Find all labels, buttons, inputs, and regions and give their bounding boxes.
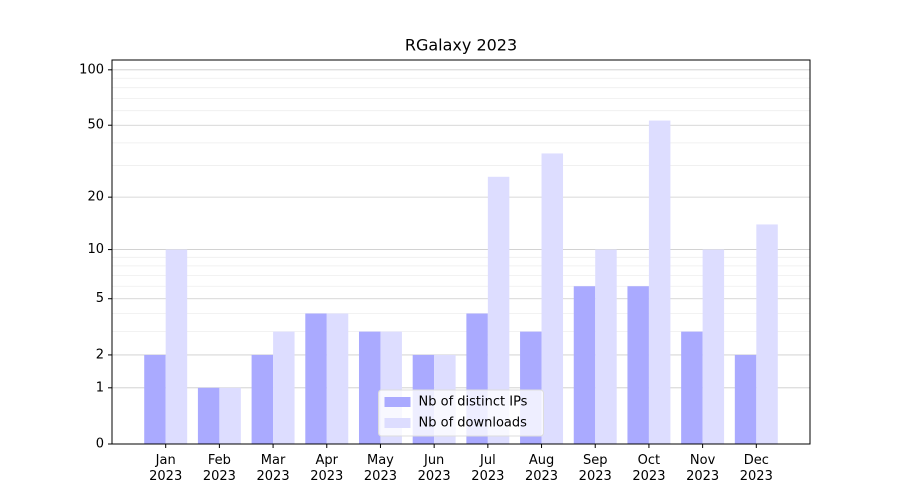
legend-label: Nb of distinct IPs	[419, 395, 528, 410]
x-tick-label: May 2023	[363, 453, 397, 484]
bar	[251, 354, 274, 444]
y-tick-label: 50	[87, 118, 104, 133]
bar	[627, 286, 649, 444]
y-tick-label: 2	[96, 347, 104, 362]
y-tick-label: 10	[87, 242, 104, 257]
bar	[197, 387, 220, 444]
bar	[648, 120, 671, 445]
bar	[358, 331, 381, 444]
bar	[305, 313, 327, 444]
bar	[573, 286, 596, 444]
x-tick-label: Feb 2023	[202, 453, 236, 484]
bar	[144, 354, 166, 444]
x-tick-label: Nov 2023	[686, 453, 720, 484]
bar	[595, 249, 617, 444]
bar	[326, 313, 349, 444]
legend: Nb of distinct IPs Nb of downloads	[378, 389, 544, 437]
legend-box	[378, 389, 544, 437]
legend-label: Nb of downloads	[419, 416, 528, 431]
x-tick-label: Jun 2023	[417, 453, 451, 484]
x-tick-label: Sep 2023	[578, 453, 612, 484]
legend-swatch	[384, 397, 411, 407]
bar	[756, 224, 778, 444]
bar	[165, 249, 188, 444]
legend-swatch	[384, 418, 411, 428]
bar	[702, 249, 725, 444]
x-tick-label: Jan 2023	[149, 453, 183, 484]
plot-frame	[111, 59, 811, 445]
bar	[541, 153, 564, 444]
bar	[219, 387, 241, 444]
bar	[681, 331, 703, 444]
y-tick-label: 1	[96, 380, 104, 395]
y-tick-label: 20	[87, 190, 104, 205]
x-tick-label: Aug 2023	[524, 453, 559, 484]
y-tick-label: 5	[96, 291, 104, 306]
x-tick-label: Mar 2023	[256, 453, 290, 484]
bar	[487, 176, 510, 444]
chart-title: RGalaxy 2023	[405, 36, 517, 55]
bar	[734, 354, 757, 444]
x-tick-label: Jul 2023	[471, 453, 505, 484]
y-tick-label: 0	[96, 437, 104, 452]
x-tick-label: Oct 2023	[632, 453, 666, 484]
y-tick-label: 100	[79, 62, 104, 77]
x-tick-label: Dec 2023	[739, 453, 773, 484]
x-tick-label: Apr 2023	[310, 453, 344, 484]
bar	[273, 331, 295, 444]
